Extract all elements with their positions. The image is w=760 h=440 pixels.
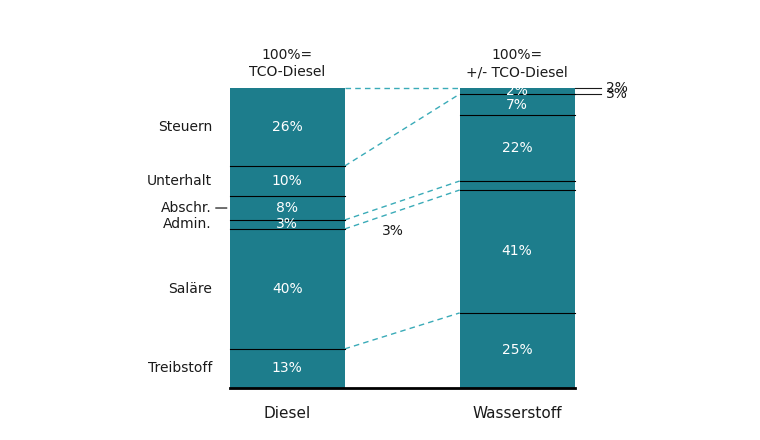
Bar [230,220,344,229]
Text: 3%: 3% [276,217,298,231]
Bar [460,181,575,190]
Text: 7%: 7% [506,98,528,112]
Text: Diesel: Diesel [264,406,311,421]
Text: 40%: 40% [272,282,302,296]
Bar [460,190,575,313]
Bar [230,166,344,196]
Text: 3%: 3% [606,87,627,101]
Bar [460,88,575,94]
Bar [230,88,344,166]
Bar [230,196,344,220]
Bar [460,94,575,115]
Text: Admin.: Admin. [163,217,212,231]
Bar [460,313,575,388]
Text: 10%: 10% [272,174,302,188]
Text: 26%: 26% [272,120,302,134]
Text: 100%=
TCO-Diesel: 100%= TCO-Diesel [249,48,325,79]
Text: Unterhalt: Unterhalt [147,174,212,188]
Text: 100%=
+/- TCO-Diesel: 100%= +/- TCO-Diesel [466,48,568,79]
Text: 3%: 3% [382,224,404,238]
Bar [460,115,575,181]
Text: 8%: 8% [276,201,298,215]
Text: Treibstoff: Treibstoff [147,361,212,375]
Text: Wasserstoff: Wasserstoff [472,406,562,421]
Bar [230,349,344,388]
Text: Saläre: Saläre [168,282,212,296]
Text: 41%: 41% [502,245,533,258]
Bar [230,229,344,349]
Text: 13%: 13% [272,361,302,375]
Text: Abschr.: Abschr. [161,201,212,215]
Text: 22%: 22% [502,141,533,155]
Text: 2%: 2% [506,84,528,98]
Text: 2%: 2% [606,81,627,95]
Text: 25%: 25% [502,343,533,357]
Text: Steuern: Steuern [158,120,212,134]
